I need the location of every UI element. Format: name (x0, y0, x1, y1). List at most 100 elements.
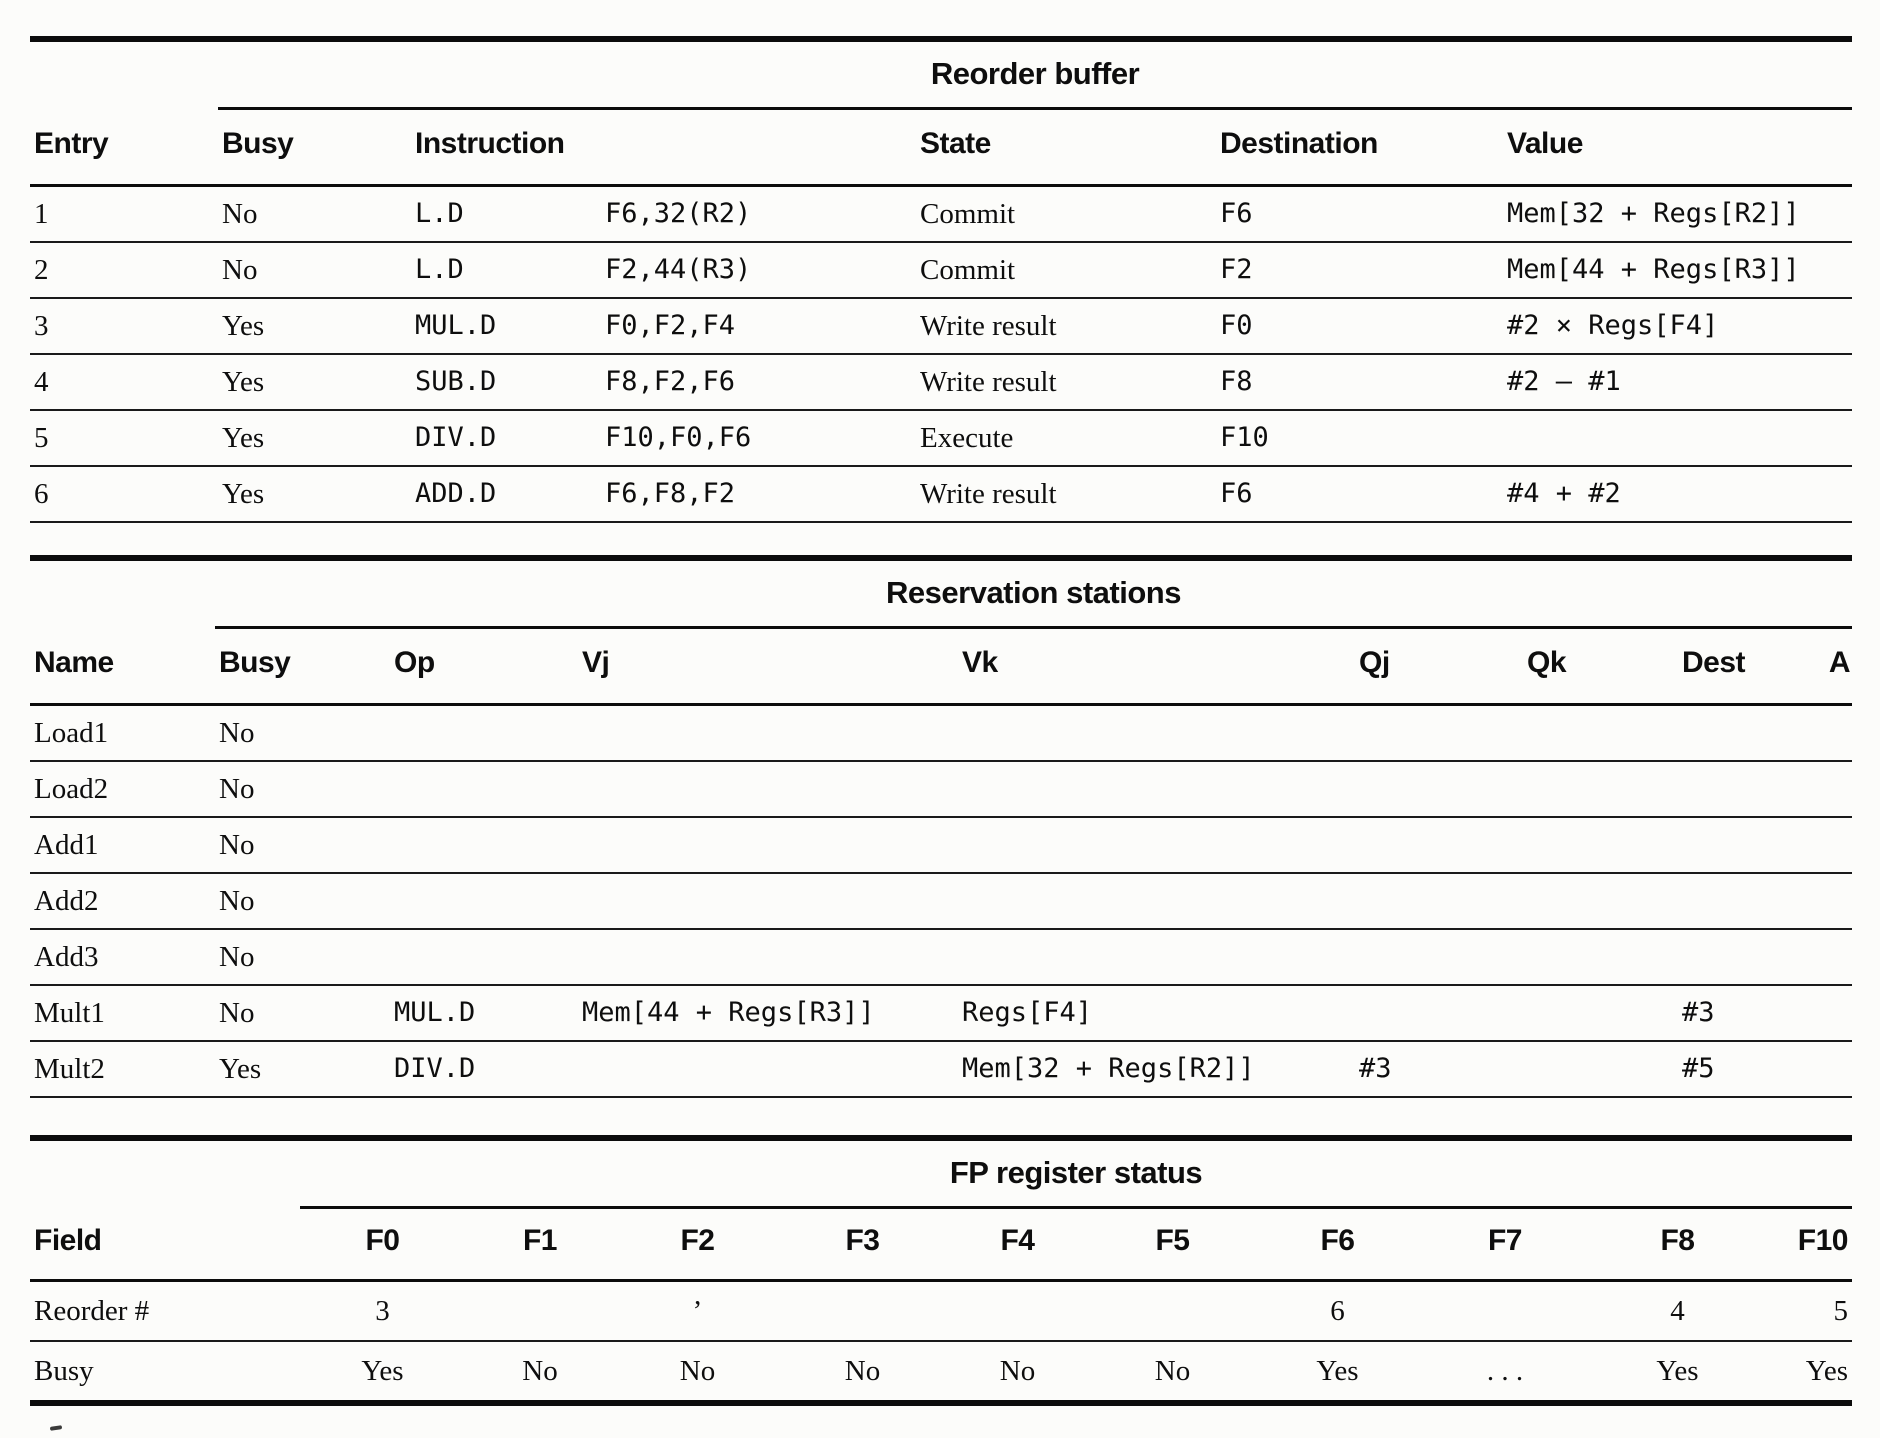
rob-state: Write result (916, 354, 1216, 411)
rs-name: Load1 (30, 704, 215, 762)
table-row: Load1 No (30, 704, 1852, 762)
rs-op (390, 929, 578, 986)
rob-destination: F2 (1216, 242, 1503, 299)
fp-f7 (1420, 1280, 1590, 1342)
fp-f0: 3 (300, 1280, 465, 1342)
reorder-buffer-section: Reorder buffer Entry Busy Instruction St… (30, 36, 1852, 523)
table-row: Add2 No (30, 873, 1852, 930)
rs-qj (1355, 985, 1523, 1042)
rs-dest (1678, 929, 1790, 986)
rs-a (1790, 761, 1852, 818)
rob-op: MUL.D (411, 298, 601, 355)
rs-dest (1678, 817, 1790, 874)
rs-qk (1523, 1041, 1678, 1098)
rs-busy: No (215, 873, 390, 930)
rob-state: Write result (916, 298, 1216, 355)
rs-busy: No (215, 985, 390, 1042)
table-row: 6 Yes ADD.D F6,F8,F2 Write result F6 #4 … (30, 466, 1852, 523)
col-header-busy: Busy (215, 629, 390, 706)
rs-vj (578, 929, 958, 986)
rob-operands: F2,44(R3) (601, 242, 916, 299)
col-header-f5: F5 (1090, 1209, 1255, 1282)
fp-f5: No (1090, 1341, 1255, 1406)
rs-vj (578, 873, 958, 930)
rs-op: MUL.D (390, 985, 578, 1042)
rob-entry: 2 (30, 242, 218, 299)
rs-qk (1523, 985, 1678, 1042)
rob-operands: F6,F8,F2 (601, 466, 916, 523)
rob-entry: 4 (30, 354, 218, 411)
rs-dest (1678, 704, 1790, 762)
fp-register-status-table: Field F0 F1 F2 F3 F4 F5 F6 F7 F8 F10 Reo… (30, 1209, 1852, 1406)
reorder-buffer-table: Entry Busy Instruction State Destination… (30, 110, 1852, 523)
rob-value: #2 – #1 (1503, 354, 1852, 411)
table-row: Add1 No (30, 817, 1852, 874)
rs-vk: Mem[32 + Regs[R2]] (958, 1041, 1355, 1098)
fp-f4: No (945, 1341, 1090, 1406)
col-header-busy: Busy (218, 110, 411, 187)
col-header-op: Op (390, 629, 578, 706)
rob-state: Execute (916, 410, 1216, 467)
rs-name: Mult1 (30, 985, 215, 1042)
rob-busy: Yes (218, 466, 411, 523)
col-header-vk: Vk (958, 629, 1355, 706)
fp-f3: No (780, 1341, 945, 1406)
rob-entry: 3 (30, 298, 218, 355)
rs-vk: Regs[F4] (958, 985, 1355, 1042)
reorder-buffer-title: Reorder buffer (218, 42, 1852, 110)
fp-register-status-title-row: FP register status (30, 1141, 1852, 1209)
rs-vk (958, 929, 1355, 986)
rob-value: #4 + #2 (1503, 466, 1852, 523)
title-spacer (30, 1141, 300, 1209)
rs-qj: #3 (1355, 1041, 1523, 1098)
rs-name: Load2 (30, 761, 215, 818)
rs-dest (1678, 761, 1790, 818)
col-header-state: State (916, 110, 1216, 187)
reservation-stations-title-row: Reservation stations (30, 561, 1852, 629)
table-row: 2 No L.D F2,44(R3) Commit F2 Mem[44 + Re… (30, 242, 1852, 299)
col-header-f8: F8 (1590, 1209, 1765, 1282)
col-header-f6: F6 (1255, 1209, 1420, 1282)
rs-vj: Mem[44 + Regs[R3]] (578, 985, 958, 1042)
rs-dest: #5 (1678, 1041, 1790, 1098)
reservation-stations-table: Name Busy Op Vj Vk Qj Qk Dest A Load1 No (30, 629, 1852, 1098)
fp-f6: Yes (1255, 1341, 1420, 1406)
fp-f8: 4 (1590, 1280, 1765, 1342)
col-header-dest: Dest (1678, 629, 1790, 706)
rs-vk (958, 761, 1355, 818)
col-header-f0: F0 (300, 1209, 465, 1282)
rs-a (1790, 1041, 1852, 1098)
rs-a (1790, 817, 1852, 874)
table-row: 5 Yes DIV.D F10,F0,F6 Execute F10 (30, 410, 1852, 467)
col-header-destination: Destination (1216, 110, 1503, 187)
rob-entry: 1 (30, 185, 218, 243)
rs-name: Add3 (30, 929, 215, 986)
rob-destination: F6 (1216, 466, 1503, 523)
rs-dest: #3 (1678, 985, 1790, 1042)
fp-f0: Yes (300, 1341, 465, 1406)
rs-vk (958, 873, 1355, 930)
rob-state: Commit (916, 185, 1216, 243)
col-header-f4: F4 (945, 1209, 1090, 1282)
rs-busy: Yes (215, 1041, 390, 1098)
rob-state: Write result (916, 466, 1216, 523)
fp-f2: No (615, 1341, 780, 1406)
rob-operands: F0,F2,F4 (601, 298, 916, 355)
col-header-entry: Entry (30, 110, 218, 187)
rob-state: Commit (916, 242, 1216, 299)
reorder-buffer-title-row: Reorder buffer (30, 42, 1852, 110)
fp-register-header-row: Field F0 F1 F2 F3 F4 F5 F6 F7 F8 F10 (30, 1209, 1852, 1282)
fp-f1: No (465, 1341, 615, 1406)
rs-vj (578, 817, 958, 874)
col-header-f3: F3 (780, 1209, 945, 1282)
rs-qj (1355, 817, 1523, 874)
col-header-f1: F1 (465, 1209, 615, 1282)
rs-op (390, 761, 578, 818)
rob-busy: Yes (218, 354, 411, 411)
rs-name: Mult2 (30, 1041, 215, 1098)
rs-vj (578, 1041, 958, 1098)
rs-busy: No (215, 817, 390, 874)
rs-a (1790, 704, 1852, 762)
col-header-f7: F7 (1420, 1209, 1590, 1282)
